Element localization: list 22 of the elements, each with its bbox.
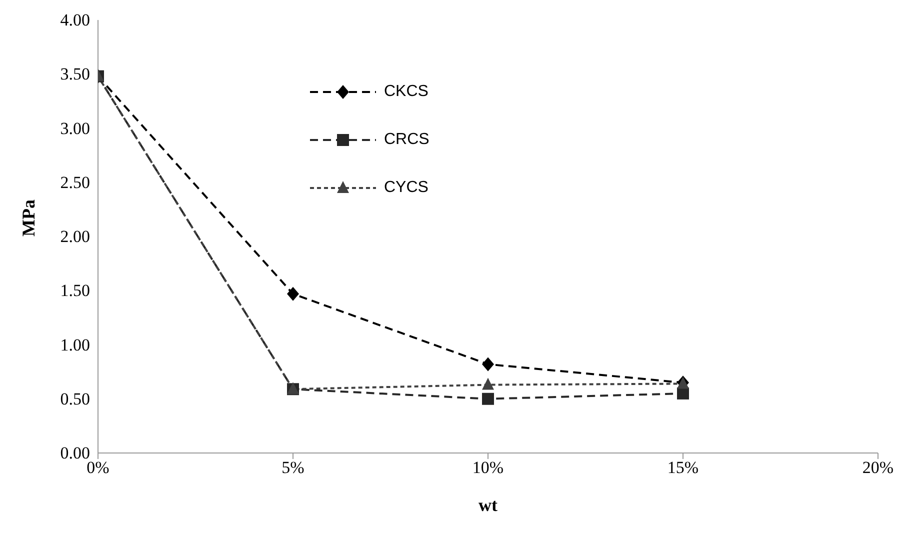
legend-label: CKCS <box>384 83 428 101</box>
point <box>287 286 299 301</box>
y-tick-label: 1.00 <box>60 335 90 354</box>
y-axis-title: MPa <box>18 200 38 236</box>
y-tick-label: 0.50 <box>60 389 90 408</box>
y-tick-label: 3.00 <box>60 118 90 138</box>
point <box>482 357 494 372</box>
y-tick-label: 1.50 <box>60 281 90 300</box>
y-tick-label: 3.50 <box>60 64 90 84</box>
y-tick-label: 2.00 <box>60 227 90 246</box>
point <box>482 378 494 390</box>
y-tick-label: 2.50 <box>60 172 90 192</box>
point <box>677 387 689 400</box>
x-tick-label: 5% <box>282 458 304 478</box>
x-tick-label: 10% <box>472 458 504 478</box>
legend-label: CYCS <box>384 179 428 197</box>
legend-label: CRCS <box>384 131 430 149</box>
y-tick-label: 4.00 <box>60 10 90 30</box>
x-tick-label: 15% <box>667 458 699 478</box>
point <box>482 392 494 405</box>
x-tick-label: 20% <box>862 458 894 478</box>
x-axis-title: wt <box>478 495 498 515</box>
